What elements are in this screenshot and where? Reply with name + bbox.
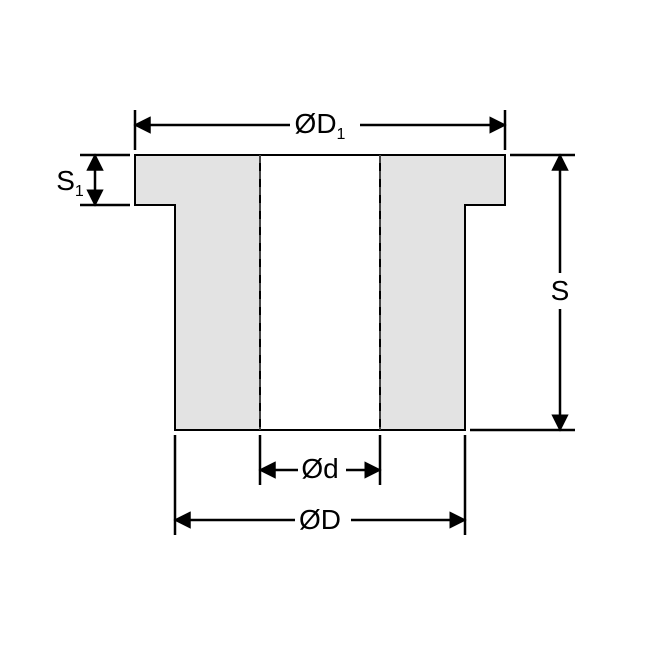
shape-right-fill: [380, 155, 505, 430]
dim-D-label: ØD: [299, 504, 341, 535]
dim-S1-label: S1: [56, 165, 84, 200]
bore-hidden-lines: [260, 155, 380, 430]
bushing-cross-section-diagram: ØD1 ØD Ød S S1: [0, 0, 671, 670]
dimension-S1: S1: [56, 155, 130, 205]
dim-S-label: S: [551, 275, 570, 306]
dimension-d: Ød: [260, 435, 380, 485]
shape-left-fill: [135, 155, 260, 430]
dimension-D1: ØD1: [135, 103, 505, 150]
dim-d-label: Ød: [301, 453, 338, 484]
bushing-shape: [135, 155, 505, 430]
